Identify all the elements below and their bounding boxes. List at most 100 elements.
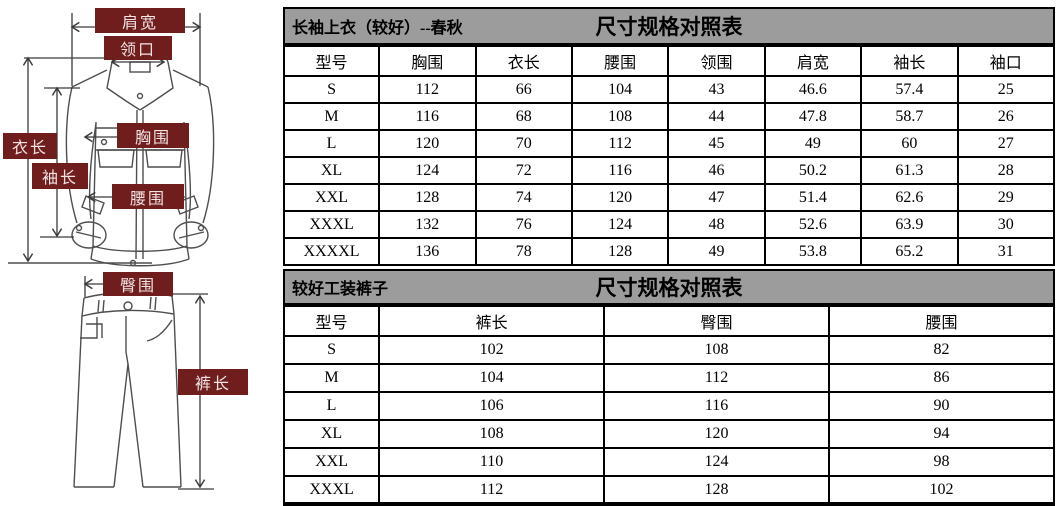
table-row: M 104 112 86 bbox=[282, 363, 1055, 393]
table-cell: 108 bbox=[603, 335, 831, 365]
table-cell: 110 bbox=[378, 447, 606, 477]
table-cell: 132 bbox=[378, 210, 477, 239]
table-cell: 104 bbox=[570, 75, 670, 104]
column-header: 腰围 bbox=[828, 305, 1055, 337]
table-cell: L bbox=[282, 391, 381, 421]
table-cell: 27 bbox=[956, 129, 1056, 158]
chest-label: 胸围 bbox=[117, 123, 189, 148]
table-cell: 46 bbox=[667, 156, 766, 185]
table-cell: 124 bbox=[603, 447, 831, 477]
table-cell: 48 bbox=[667, 210, 766, 239]
table-cell: 108 bbox=[570, 102, 670, 131]
table-cell: 120 bbox=[603, 419, 831, 449]
jacket-size-table: 型号 胸围 衣长 腰围 领围 肩宽 袖长 袖口 S 112 66 104 43 46.6 57.4 25 M 1… bbox=[282, 45, 1056, 266]
table-cell: 108 bbox=[378, 419, 606, 449]
table-cell: 61.3 bbox=[860, 156, 959, 185]
table-cell: 94 bbox=[828, 419, 1055, 449]
table-row: M 116 68 108 44 47.8 58.7 26 bbox=[282, 102, 1056, 131]
jacket-table-title-bar: 长袖上衣（较好）--春秋 尺寸规格对照表 bbox=[283, 7, 1055, 45]
table-cell: 25 bbox=[956, 75, 1056, 104]
pants-table-subtitle: 较好工装裤子 bbox=[292, 281, 389, 298]
table-cell: M bbox=[282, 102, 381, 131]
table-cell: 82 bbox=[828, 335, 1055, 365]
table-cell: 63.9 bbox=[860, 210, 959, 239]
table-cell: 51.4 bbox=[763, 183, 863, 212]
table-cell: 47.8 bbox=[763, 102, 863, 131]
shoulder-width-label: 肩宽 bbox=[95, 8, 185, 33]
table-cell: 31 bbox=[956, 237, 1056, 266]
table-cell: 46.6 bbox=[763, 75, 863, 104]
table-cell: 65.2 bbox=[860, 237, 959, 266]
pants-table-heading: 尺寸规格对照表 bbox=[595, 277, 743, 300]
jacket-table-header-row: 型号 胸围 衣长 腰围 领围 肩宽 袖长 袖口 bbox=[282, 45, 1056, 77]
table-cell: 26 bbox=[956, 102, 1056, 131]
table-cell: 124 bbox=[570, 210, 670, 239]
table-cell: 53.8 bbox=[763, 237, 863, 266]
table-cell: 112 bbox=[378, 75, 477, 104]
table-cell: S bbox=[282, 335, 381, 365]
table-cell: 60 bbox=[860, 129, 959, 158]
table-cell: 52.6 bbox=[763, 210, 863, 239]
table-cell: 128 bbox=[570, 237, 670, 266]
jacket-table-subtitle: 长袖上衣（较好）--春秋 bbox=[292, 20, 463, 37]
table-cell: 116 bbox=[378, 102, 477, 131]
column-header: 领围 bbox=[667, 45, 766, 77]
table-cell: 86 bbox=[828, 363, 1055, 393]
table-cell: 28 bbox=[956, 156, 1056, 185]
column-header: 袖口 bbox=[956, 45, 1056, 77]
table-cell: M bbox=[282, 363, 381, 393]
table-cell: L bbox=[282, 129, 381, 158]
table-cell: XXL bbox=[282, 183, 381, 212]
table-cell: 58.7 bbox=[860, 102, 959, 131]
column-header: 袖长 bbox=[860, 45, 959, 77]
table-cell: XL bbox=[282, 419, 381, 449]
table-cell: 30 bbox=[956, 210, 1056, 239]
table-cell: 112 bbox=[378, 475, 606, 506]
column-header: 裤长 bbox=[378, 305, 606, 337]
pants-size-table: 型号 裤长 臀围 腰围 S 102 108 82 M 104 112 86 L 106 116 90 XL 10… bbox=[282, 305, 1055, 506]
table-row: S 102 108 82 bbox=[282, 335, 1055, 365]
pants-table-title-bar: 较好工装裤子 尺寸规格对照表 bbox=[283, 269, 1055, 305]
table-cell: 120 bbox=[570, 183, 670, 212]
table-row: XL 108 120 94 bbox=[282, 419, 1055, 449]
table-cell: 66 bbox=[474, 75, 573, 104]
column-header: 腰围 bbox=[570, 45, 670, 77]
table-cell: XXXL bbox=[282, 475, 381, 506]
table-cell: 104 bbox=[378, 363, 606, 393]
table-cell: 45 bbox=[667, 129, 766, 158]
table-cell: 57.4 bbox=[860, 75, 959, 104]
table-cell: 44 bbox=[667, 102, 766, 131]
table-cell: 124 bbox=[378, 156, 477, 185]
table-cell: 72 bbox=[474, 156, 573, 185]
table-cell: 50.2 bbox=[763, 156, 863, 185]
column-header: 型号 bbox=[282, 45, 381, 77]
table-cell: 62.6 bbox=[860, 183, 959, 212]
collar-label: 领口 bbox=[104, 36, 172, 60]
table-cell: 112 bbox=[570, 129, 670, 158]
column-header: 胸围 bbox=[378, 45, 477, 77]
table-row: XXXXL 136 78 128 49 53.8 65.2 31 bbox=[282, 237, 1056, 266]
table-row: XXXL 112 128 102 bbox=[282, 475, 1055, 506]
table-row: S 112 66 104 43 46.6 57.4 25 bbox=[282, 75, 1056, 104]
column-header: 肩宽 bbox=[763, 45, 863, 77]
table-row: XXL 110 124 98 bbox=[282, 447, 1055, 477]
jacket-length-label: 衣长 bbox=[3, 133, 57, 159]
sleeve-length-label: 袖长 bbox=[32, 163, 88, 189]
pants-length-label: 裤长 bbox=[178, 369, 248, 395]
table-row: XXL 128 74 120 47 51.4 62.6 29 bbox=[282, 183, 1056, 212]
table-cell: 128 bbox=[603, 475, 831, 506]
column-header: 型号 bbox=[282, 305, 381, 337]
table-row: L 120 70 112 45 49 60 27 bbox=[282, 129, 1056, 158]
table-cell: XXXXL bbox=[282, 237, 381, 266]
table-cell: 90 bbox=[828, 391, 1055, 421]
pants-table-block: 较好工装裤子 尺寸规格对照表 型号 裤长 臀围 腰围 S 102 108 82 M 104 112… bbox=[282, 269, 1055, 506]
table-cell: 136 bbox=[378, 237, 477, 266]
table-cell: 49 bbox=[763, 129, 863, 158]
table-row: XL 124 72 116 46 50.2 61.3 28 bbox=[282, 156, 1056, 185]
table-cell: 68 bbox=[474, 102, 573, 131]
waist-label: 腰围 bbox=[112, 184, 184, 209]
table-cell: 78 bbox=[474, 237, 573, 266]
